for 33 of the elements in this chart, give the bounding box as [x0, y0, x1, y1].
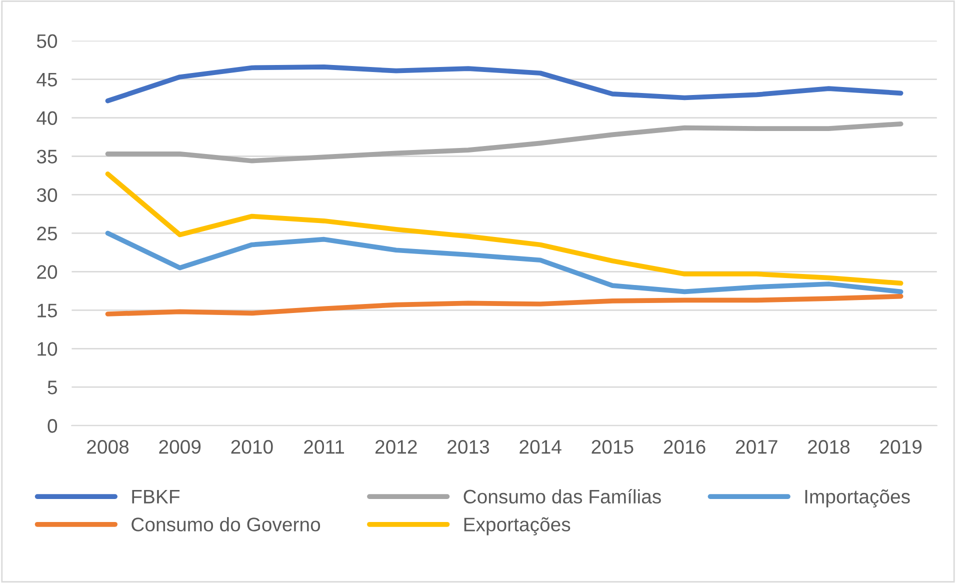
y-tick-label: 50	[36, 34, 58, 48]
line-series	[105, 64, 904, 104]
y-tick-label: 0	[48, 419, 58, 433]
x-tick-label: 2015	[592, 440, 634, 454]
x-tick-label: 2008	[87, 440, 129, 454]
legend-label: Consumo das Famílias	[464, 489, 661, 504]
y-tick-label: 40	[36, 111, 58, 126]
y-tick-label: 25	[37, 226, 57, 240]
legend-label: Importações	[805, 489, 910, 508]
x-tick-label: 2018	[808, 440, 850, 454]
y-tick-label: 5	[48, 380, 57, 394]
y-tick-label: 30	[36, 188, 58, 202]
line-series	[105, 294, 904, 316]
x-tick-label: 2010	[231, 440, 273, 454]
y-tick-label: 15	[38, 304, 57, 318]
line-series	[105, 230, 904, 294]
x-tick-label: 2011	[304, 440, 344, 454]
legend-label: FBKF	[132, 490, 180, 504]
x-tick-label: 2014	[520, 440, 562, 454]
y-tick-label: 10	[38, 342, 58, 356]
y-tick-label: 35	[36, 150, 57, 164]
x-tick-label: 2017	[736, 440, 778, 454]
x-tick-label: 2012	[375, 440, 417, 454]
x-tick-label: 2013	[448, 440, 490, 454]
line-series	[105, 121, 904, 164]
x-tick-label: 2016	[664, 440, 706, 454]
x-tick-label: 2009	[159, 440, 201, 454]
y-tick-label: 20	[37, 265, 58, 279]
line-series	[105, 172, 904, 286]
y-tick-label: 45	[36, 72, 57, 87]
x-tick-label: 2019	[880, 440, 922, 454]
legend-label: Consumo do Governo	[132, 517, 320, 532]
legend-label: Exportações	[464, 517, 570, 536]
